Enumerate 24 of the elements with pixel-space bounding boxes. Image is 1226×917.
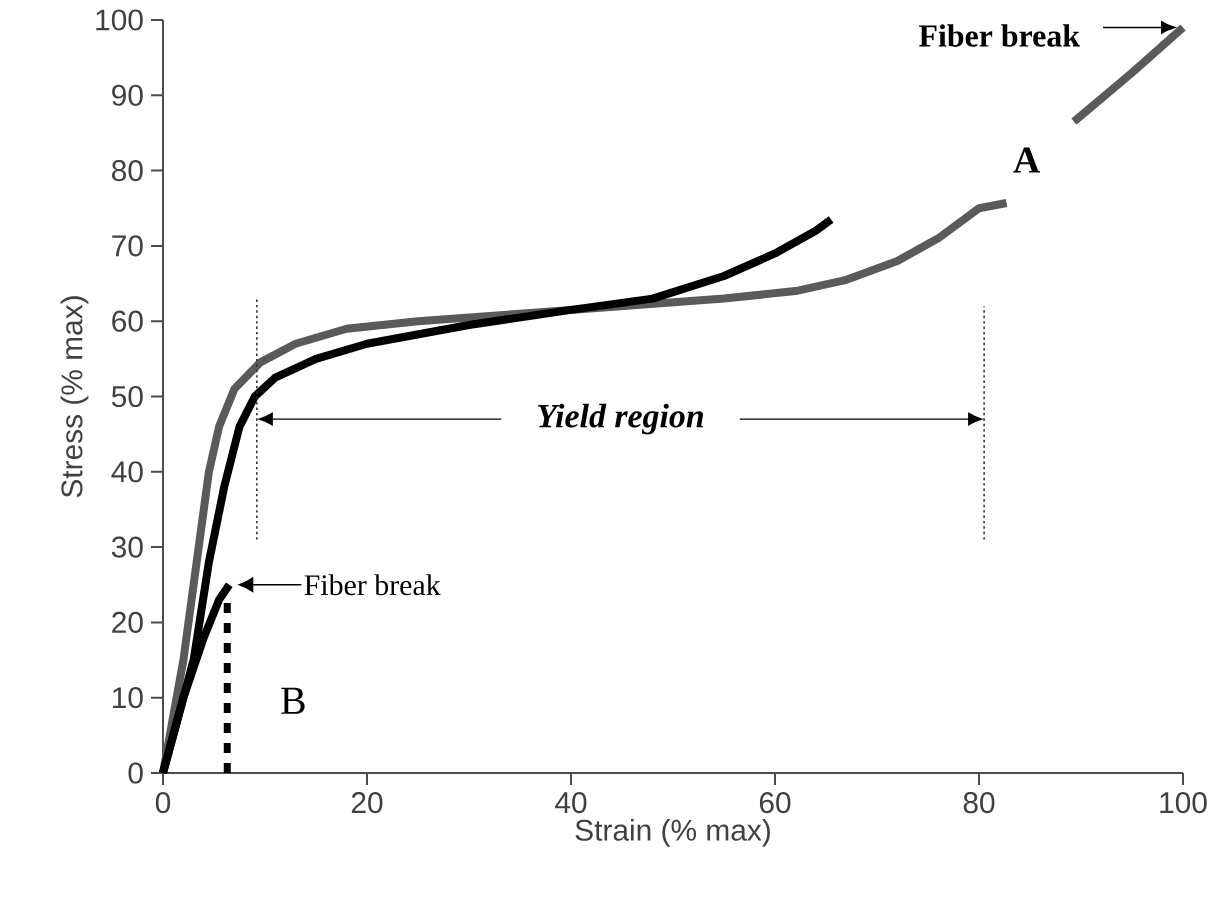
- x-tick-label: 40: [555, 792, 587, 814]
- annotation: Yield region: [538, 403, 704, 435]
- x-tick-label: 100: [1160, 792, 1207, 814]
- text: B: [281, 687, 305, 714]
- y-tick-label: 50: [111, 385, 143, 408]
- y-tick-label: 60: [112, 310, 143, 332]
- annotation: Fiber break: [304, 574, 441, 596]
- y-tick-label: 30: [111, 536, 143, 558]
- y-tick-label: 70: [112, 235, 143, 257]
- y-tick-label: 0: [128, 762, 143, 784]
- x-axis-title: Strain (% max): [575, 818, 770, 847]
- x-tick-label: 60: [759, 792, 791, 814]
- x-tick-label: 20: [351, 792, 383, 814]
- annotation: Fiber break: [919, 24, 1080, 47]
- y-tick-label: 90: [112, 84, 143, 106]
- y-tick-label: 20: [112, 611, 143, 633]
- x-tick-label: 0: [155, 792, 171, 814]
- y-tick-label: 100: [96, 9, 143, 31]
- y-tick-label: 80: [112, 160, 143, 182]
- y-axis-title: Stress (% max): [60, 296, 89, 498]
- y-tick-label: 10: [113, 687, 143, 709]
- y-tick-label: 40: [111, 461, 143, 483]
- series-label: A: [1013, 147, 1041, 173]
- x-tick-label: 80: [963, 792, 995, 814]
